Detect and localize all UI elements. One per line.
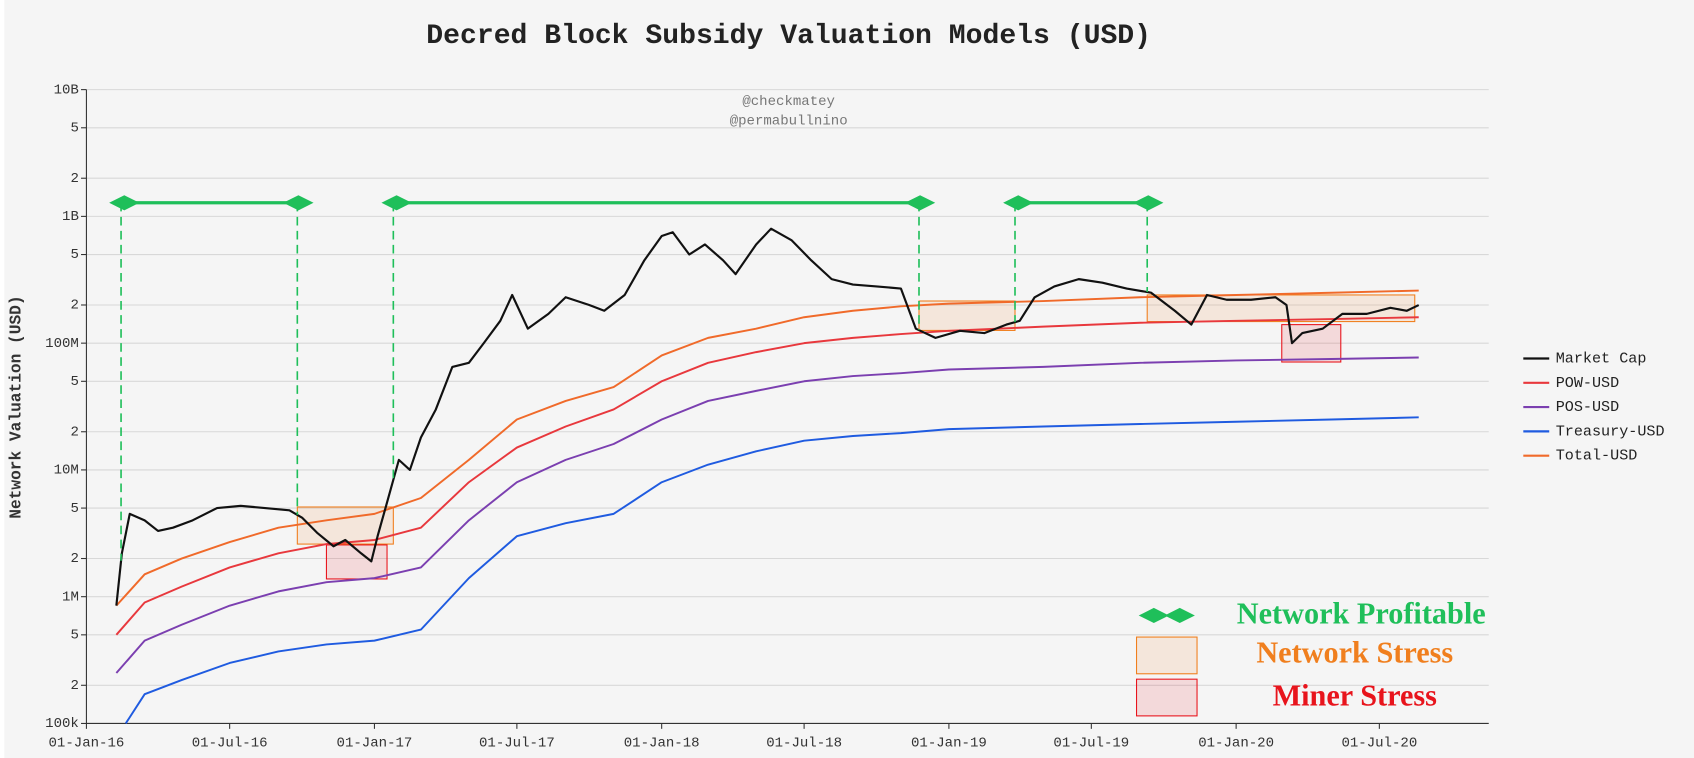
y-tick-label: 2	[70, 424, 78, 440]
series-line	[115, 316, 1419, 636]
profitable-diamond	[904, 195, 936, 211]
y-tick-label: 2	[70, 298, 78, 314]
y-tick-label: 2	[70, 551, 78, 567]
y-tick-label: 5	[70, 501, 78, 517]
legend-label: POS-USD	[1556, 398, 1620, 416]
key-diamond	[1164, 607, 1195, 624]
series-line	[115, 289, 1419, 607]
key-label: Miner Stress	[1273, 679, 1438, 713]
key-diamond	[1138, 607, 1169, 624]
legend-label: Market Cap	[1556, 349, 1647, 367]
y-tick-label: 1B	[62, 209, 79, 225]
y-tick-label: 100k	[45, 716, 79, 732]
profitable-diamond	[381, 195, 412, 211]
y-tick-label: 5	[70, 120, 78, 136]
y-axis-label: Network Valuation (USD)	[7, 295, 25, 518]
x-tick-label: 01-Jan-20	[1198, 736, 1274, 752]
x-tick-label: 01-Jan-19	[911, 736, 987, 752]
y-tick-label: 5	[70, 374, 78, 390]
y-tick-label: 2	[70, 171, 78, 187]
x-tick-label: 01-Jul-20	[1341, 736, 1417, 752]
profitable-diamond	[1133, 195, 1164, 211]
annotation: @checkmatey	[742, 94, 835, 110]
network-stress-box	[918, 300, 1016, 331]
edge	[0, 0, 5, 758]
x-tick-label: 01-Jan-17	[337, 736, 413, 752]
y-tick-label: 1M	[62, 589, 79, 605]
key-swatch	[1135, 636, 1198, 675]
x-tick-label: 01-Jan-18	[624, 736, 700, 752]
y-tick-label: 10M	[54, 463, 79, 479]
x-tick-label: 01-Jul-18	[766, 736, 842, 752]
profitable-diamond	[1003, 195, 1034, 211]
profitable-diamond	[283, 195, 314, 211]
x-tick-label: 01-Jul-16	[192, 736, 268, 752]
chart-title: Decred Block Subsidy Valuation Models (U…	[426, 21, 1151, 52]
profitable-diamond	[109, 195, 140, 211]
series-line	[115, 227, 1420, 606]
legend-label: Total-USD	[1556, 447, 1638, 465]
key-swatch	[1135, 678, 1198, 717]
x-tick-label: 01-Jul-19	[1053, 736, 1129, 752]
x-tick-label: 01-Jan-16	[49, 736, 125, 752]
y-tick-label: 100M	[45, 336, 79, 352]
legend-label: Treasury-USD	[1556, 422, 1665, 440]
annotation: @permabullnino	[730, 114, 848, 130]
x-tick-label: 01-Jul-17	[479, 736, 555, 752]
series-line	[115, 356, 1419, 674]
y-tick-label: 5	[70, 628, 78, 644]
y-tick-label: 2	[70, 678, 78, 694]
legend-label: POW-USD	[1556, 374, 1620, 392]
key-label: Network Stress	[1256, 635, 1453, 669]
y-tick-label: 10B	[54, 82, 79, 98]
series-line	[124, 416, 1419, 724]
key-label: Network Profitable	[1237, 596, 1486, 630]
y-tick-label: 5	[70, 247, 78, 263]
network-stress-box	[1146, 294, 1416, 323]
